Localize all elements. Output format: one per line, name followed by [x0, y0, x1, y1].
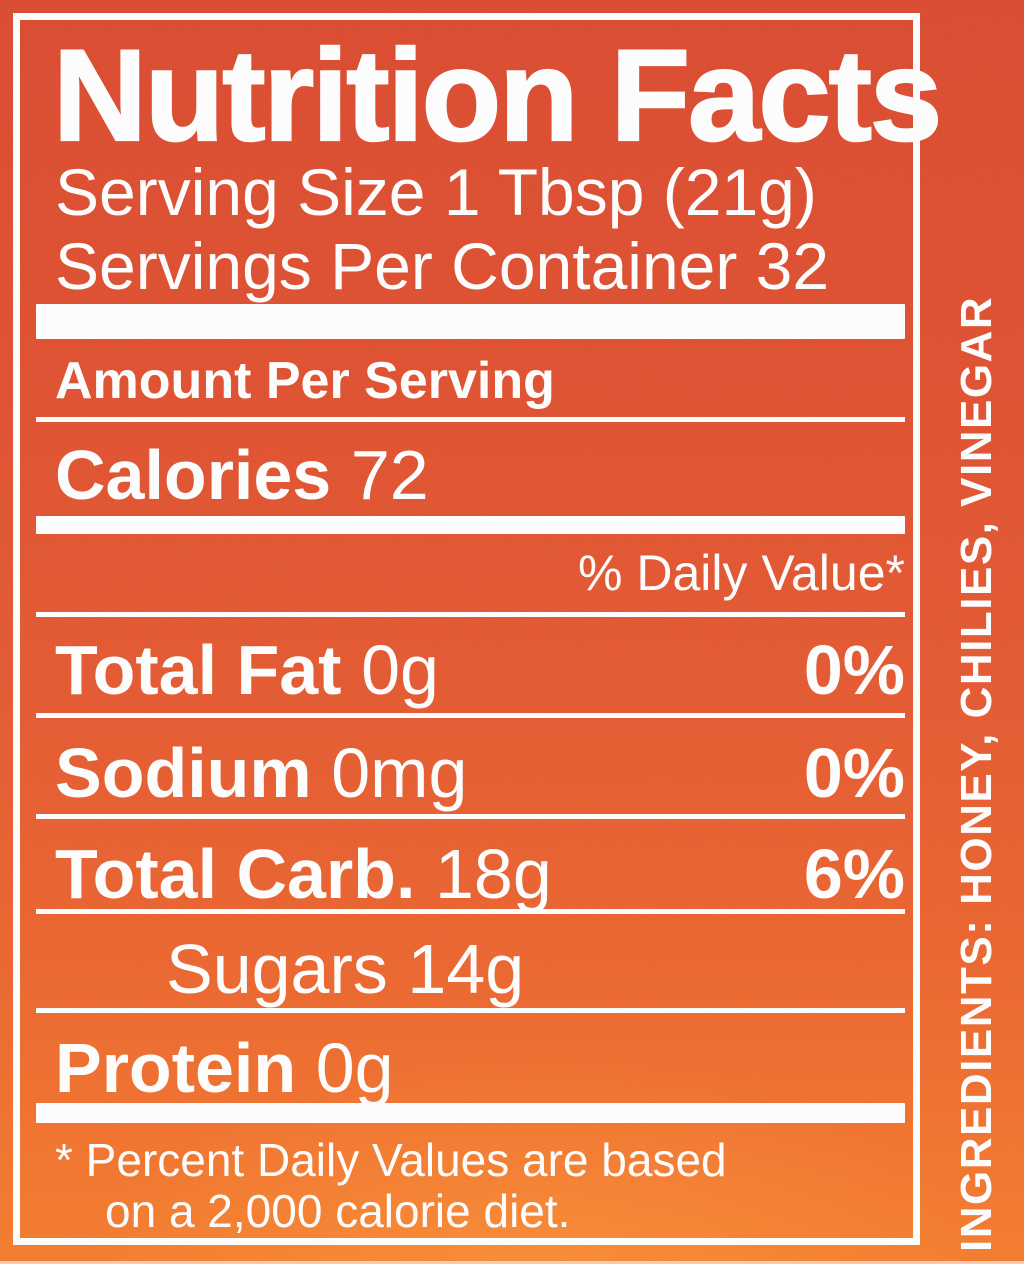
- label-content: Nutrition Facts Serving Size 1 Tbsp (21g…: [20, 20, 943, 1238]
- thin-rule: [36, 416, 905, 422]
- nutrient-row-sodium: Sodium 0mg 0%: [55, 738, 905, 808]
- ingredients-vertical-text: INGREDIENTS: HONEY, CHILIES, VINEGAR: [952, 295, 1002, 1252]
- nutrient-amount: 18g: [434, 834, 552, 913]
- amount-per-serving-heading: Amount Per Serving: [55, 351, 555, 410]
- serving-info: Serving Size 1 Tbsp (21g) Servings Per C…: [55, 155, 905, 304]
- label-frame: Nutrition Facts Serving Size 1 Tbsp (21g…: [13, 13, 943, 1245]
- nutrient-name: Total Carb.: [55, 834, 416, 913]
- calories-row: Calories 72: [55, 440, 905, 510]
- nutrient-row-total-carb: Total Carb. 18g 6%: [55, 839, 905, 909]
- nutrient-amount: 0mg: [331, 733, 468, 812]
- thin-rule: [36, 712, 905, 718]
- nutrient-name-amount: Protein 0g: [55, 1033, 394, 1103]
- nutrient-amount: 14g: [407, 929, 525, 1008]
- nutrient-name: Sugars: [166, 929, 388, 1008]
- servings-per-container-text: Servings Per Container 32: [55, 228, 830, 303]
- nutrient-daily-value: 0%: [803, 733, 905, 812]
- nutrient-name: Total Fat: [55, 630, 342, 709]
- nutrient-name: Sodium: [55, 733, 312, 812]
- nutrient-daily-value: 0%: [803, 630, 905, 709]
- thin-rule: [36, 611, 905, 617]
- nutrient-daily-value: 6%: [803, 834, 905, 913]
- thin-rule: [36, 813, 905, 819]
- calories-value: 72: [350, 435, 429, 514]
- footnote-line1: * Percent Daily Values are based: [55, 1133, 727, 1186]
- daily-value-header: % Daily Value*: [577, 544, 905, 601]
- nutrient-row-protein: Protein 0g: [55, 1033, 905, 1103]
- calories-label: Calories: [55, 435, 332, 514]
- nutrient-name-amount: Total Carb. 18g: [55, 839, 552, 909]
- nutrient-name-amount: Sugars 14g: [166, 934, 524, 1004]
- nutrient-name: Protein: [55, 1028, 297, 1107]
- footnote-line2: on a 2,000 calorie diet.: [105, 1185, 571, 1238]
- thick-separator-mid: [36, 515, 905, 534]
- nutrient-row-sugars: Sugars 14g: [55, 934, 905, 1004]
- footnote: * Percent Daily Values are based on a 2,…: [55, 1133, 905, 1238]
- nutrient-amount: 0g: [315, 1028, 394, 1107]
- nutrient-name-amount: Sodium 0mg: [55, 738, 467, 808]
- thin-rule: [36, 1007, 905, 1013]
- label-title: Nutrition Facts: [52, 22, 943, 168]
- nutrient-name-amount: Total Fat 0g: [55, 635, 439, 705]
- nutrient-amount: 0g: [361, 630, 439, 709]
- thick-separator-top: [36, 303, 905, 339]
- nutrient-row-total-fat: Total Fat 0g 0%: [55, 635, 905, 705]
- serving-size-text: Serving Size 1 Tbsp (21g): [55, 155, 817, 229]
